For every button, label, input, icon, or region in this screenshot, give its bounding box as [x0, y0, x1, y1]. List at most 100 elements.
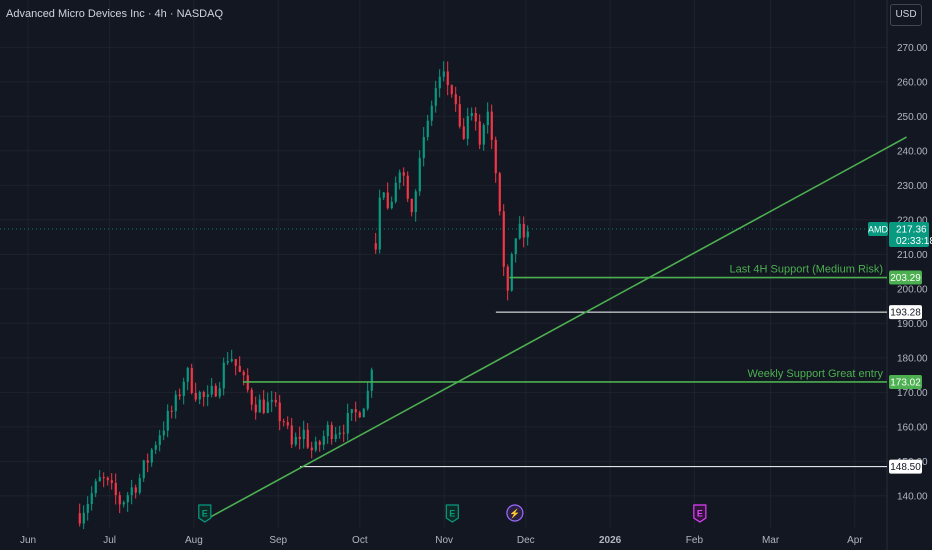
candle-body — [122, 502, 125, 505]
candle-body — [278, 402, 281, 422]
candle-body — [354, 409, 357, 413]
candle-body — [314, 441, 317, 451]
event-glyph: E — [202, 509, 208, 519]
y-tick-label: 200.00 — [897, 284, 928, 295]
candle-body — [426, 120, 429, 138]
trend-line-group[interactable] — [204, 136, 907, 521]
ticker-tag — [868, 222, 888, 237]
level-annotation: Weekly Support Great entry — [747, 368, 883, 380]
candle-body — [290, 425, 293, 445]
level-annotation: Last 4H Support (Medium Risk) — [730, 264, 883, 276]
candle-body — [362, 408, 365, 418]
candle-body — [222, 362, 225, 389]
candle-body — [490, 111, 493, 140]
x-tick-label: Nov — [435, 535, 453, 546]
event-markers[interactable]: E E ⚡ E — [198, 504, 707, 523]
candle-body — [82, 512, 85, 524]
candle-body — [178, 394, 181, 397]
current-price-tag — [889, 222, 929, 248]
candle-body — [310, 447, 313, 451]
candle-body — [266, 401, 269, 413]
x-tick-label: Dec — [517, 535, 535, 546]
candle-body — [438, 76, 441, 89]
candle-body — [358, 412, 361, 418]
candle-body — [150, 449, 153, 463]
candle-body — [134, 487, 137, 493]
candle-body — [254, 404, 257, 413]
candle-body — [118, 495, 121, 505]
candle-body — [482, 125, 485, 145]
candle-body — [326, 424, 329, 437]
current-price-value: 217.36 — [896, 225, 927, 236]
candle-body — [514, 238, 517, 255]
candle-body — [234, 359, 237, 366]
y-tick-label: 210.00 — [897, 250, 928, 261]
level-price-label: 203.29 — [890, 273, 921, 284]
currency-button[interactable]: USD — [890, 4, 922, 26]
candle-body — [158, 435, 161, 446]
candle-body — [402, 172, 405, 176]
chart-grid — [0, 0, 888, 550]
candle-body — [418, 158, 421, 192]
candle-body — [186, 367, 189, 382]
candle-body — [454, 94, 457, 105]
candle-body — [434, 88, 437, 106]
candle-body — [94, 481, 97, 494]
candle-body — [274, 399, 277, 403]
candle-body — [294, 436, 297, 445]
candle-body — [338, 432, 341, 435]
candle-body — [174, 394, 177, 412]
candle-body — [170, 410, 173, 412]
horizontal-levels[interactable]: Last 4H Support (Medium Risk) Weekly Supp… — [0, 228, 887, 468]
candle-body — [510, 254, 513, 291]
dividend-event-icon[interactable] — [506, 504, 524, 522]
price-tags: 203.29 193.28 173.02 148.50 AMD 217.3602:33:1… — [868, 222, 932, 474]
candle-body — [318, 441, 321, 445]
upcoming-earnings-icon[interactable] — [693, 504, 707, 523]
y-tick-label: 260.00 — [897, 77, 928, 88]
candle-body — [226, 361, 229, 363]
candle-body — [102, 477, 105, 479]
candle-body — [98, 477, 101, 482]
candle-body — [194, 392, 197, 400]
candle-body — [242, 371, 245, 376]
event-glyph: E — [449, 509, 455, 519]
candle-body — [378, 197, 381, 250]
candle-body — [298, 436, 301, 440]
price-axis[interactable]: 140.00150.00160.00170.00180.00190.00200.… — [897, 43, 928, 503]
y-tick-label: 270.00 — [897, 43, 928, 54]
y-tick-label: 170.00 — [897, 388, 928, 399]
candle-body — [202, 392, 205, 397]
candle-body — [430, 105, 433, 121]
chart-title: Advanced Micro Devices Inc · 4h · NASDAQ — [6, 8, 224, 20]
y-tick-label: 140.00 — [897, 491, 928, 502]
ticker-label: AMD — [868, 225, 889, 235]
y-tick-label: 220.00 — [897, 215, 928, 226]
candle-body — [210, 385, 213, 395]
level-price-label: 148.50 — [890, 462, 921, 473]
x-tick-label: Mar — [762, 535, 780, 546]
x-tick-label: Apr — [847, 535, 863, 546]
candle-body — [374, 243, 377, 250]
candle-body — [486, 111, 489, 126]
candle-body — [154, 445, 157, 450]
candle-body — [494, 139, 497, 174]
candle-body — [182, 381, 185, 397]
earnings-event-icon[interactable] — [198, 504, 212, 523]
earnings-event-icon[interactable] — [445, 504, 459, 523]
candle-body — [450, 85, 453, 95]
candle-body — [370, 369, 373, 391]
y-tick-label: 240.00 — [897, 146, 928, 157]
candle-body — [130, 487, 133, 496]
candlestick-series — [78, 61, 529, 530]
y-tick-label: 180.00 — [897, 353, 928, 364]
level-price-tag — [889, 270, 922, 285]
candle-body — [258, 399, 261, 413]
trend-line — [204, 136, 907, 521]
x-tick-label: Jul — [103, 535, 116, 546]
time-axis[interactable]: Jun Jul Aug Sep Oct Nov Dec 2026 Feb Mar Apr — [20, 535, 863, 546]
candle-body — [502, 211, 505, 267]
event-glyph: E — [697, 509, 703, 519]
candle-body — [166, 410, 169, 431]
